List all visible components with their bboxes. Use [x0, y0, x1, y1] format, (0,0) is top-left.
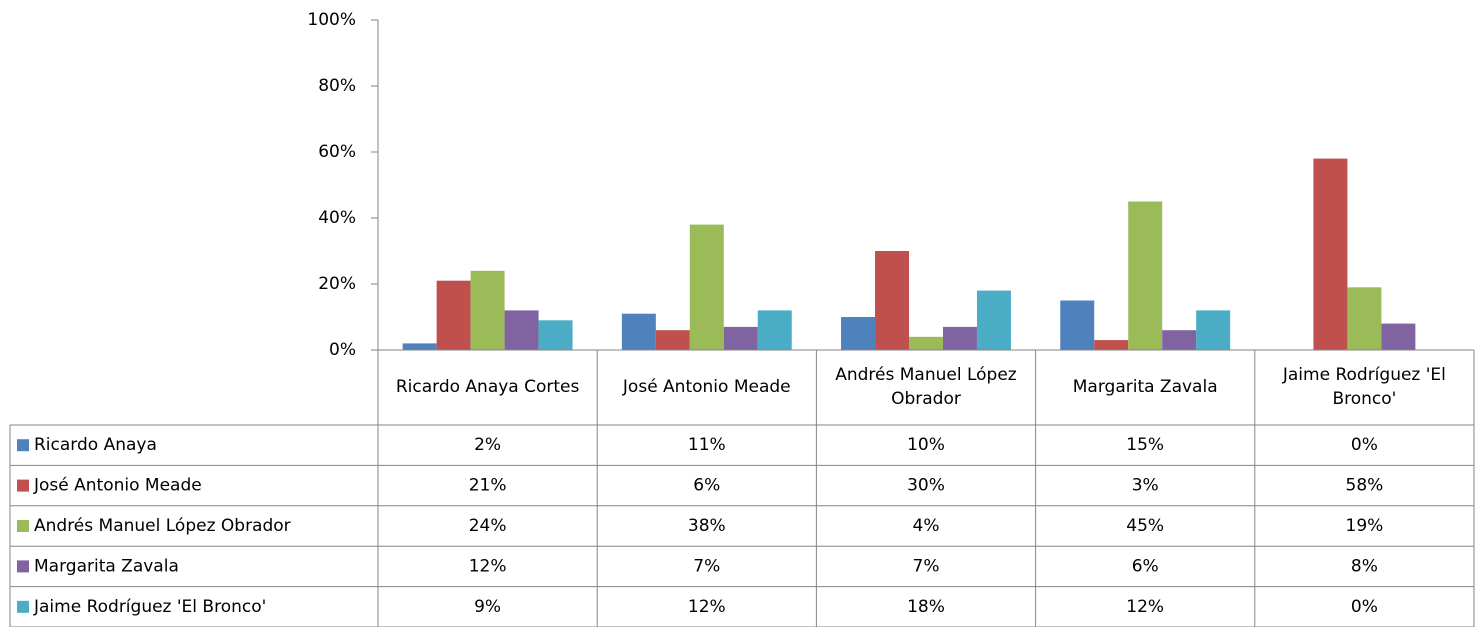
category-cell: José Antonio Meade: [622, 376, 791, 397]
table-value: 9%: [474, 597, 501, 617]
table-value: 12%: [1126, 597, 1164, 617]
x-tick-label: Margarita Zavala: [1072, 376, 1218, 397]
bar: [1094, 340, 1129, 350]
bar: [942, 326, 977, 350]
bar: [655, 330, 690, 350]
legend-swatch: [17, 479, 29, 492]
table-value: 21%: [469, 476, 507, 496]
x-tick-label: José Antonio Meade: [622, 376, 791, 397]
table-value: 18%: [907, 597, 945, 617]
table-value: 8%: [1351, 556, 1378, 576]
category-cell: Ricardo Anaya Cortes: [395, 376, 580, 397]
legend-label: Margarita Zavala: [34, 556, 179, 576]
table-value: 4%: [913, 516, 940, 536]
table-value: 7%: [913, 556, 940, 576]
x-tick-label: Andrés Manuel López Obrador: [835, 364, 1017, 409]
bar: [841, 317, 876, 350]
bar: [909, 336, 943, 350]
bar: [875, 251, 910, 350]
table-value: 12%: [688, 597, 726, 617]
y-tick-label: 0%: [329, 340, 356, 360]
bar: [538, 320, 573, 350]
x-tick-label: Jaime Rodríguez 'El Bronco': [1282, 364, 1446, 409]
table-value: 30%: [907, 476, 945, 496]
category-cell: Andrés Manuel López Obrador: [835, 364, 1017, 409]
bar: [1381, 323, 1416, 350]
bar: [689, 224, 724, 350]
table-value: 15%: [1126, 435, 1164, 455]
legend-label: Ricardo Anaya: [34, 435, 157, 455]
y-tick-label: 80%: [318, 76, 356, 96]
table-value: 38%: [688, 516, 726, 536]
legend-label: José Antonio Meade: [33, 476, 202, 496]
y-tick-label: 20%: [318, 274, 356, 294]
bar: [1128, 201, 1163, 350]
table-value: 11%: [688, 435, 726, 455]
x-tick-label: Ricardo Anaya Cortes: [395, 376, 580, 397]
bar: [504, 310, 539, 350]
bar: [1347, 287, 1382, 350]
legend-swatch: [17, 520, 29, 532]
table-value: 6%: [1132, 556, 1159, 576]
bar: [976, 290, 1011, 350]
table-value: 45%: [1126, 516, 1164, 536]
bar: [1162, 330, 1197, 350]
legend-swatch: [17, 560, 29, 573]
table-value: 7%: [693, 556, 720, 576]
table-value: 3%: [1132, 476, 1159, 496]
category-cell: Jaime Rodríguez 'El Bronco': [1282, 364, 1446, 409]
table-value: 6%: [693, 476, 720, 496]
bar: [402, 343, 437, 350]
y-tick-label: 40%: [318, 208, 356, 228]
table-value: 24%: [469, 516, 507, 536]
table-value: 0%: [1351, 435, 1378, 455]
bar: [470, 270, 505, 350]
table-value: 10%: [907, 435, 945, 455]
bar: [757, 310, 792, 350]
bar: [723, 326, 758, 350]
bar: [1060, 300, 1095, 350]
bar: [621, 313, 656, 350]
bar: [1313, 158, 1348, 350]
table-value: 58%: [1346, 476, 1384, 496]
table-value: 12%: [469, 556, 507, 576]
y-tick-label: 60%: [318, 142, 356, 162]
legend-label: Jaime Rodríguez 'El Bronco': [33, 597, 266, 617]
bar: [436, 280, 471, 350]
category-cell: Margarita Zavala: [1072, 376, 1218, 397]
y-tick-label: 100%: [307, 10, 356, 30]
legend-swatch: [17, 439, 29, 452]
legend-swatch: [17, 600, 29, 613]
table-value: 19%: [1346, 516, 1384, 536]
table-value: 0%: [1351, 597, 1378, 617]
legend-label: Andrés Manuel López Obrador: [34, 516, 291, 536]
bar: [1196, 310, 1231, 350]
table-value: 2%: [474, 435, 501, 455]
